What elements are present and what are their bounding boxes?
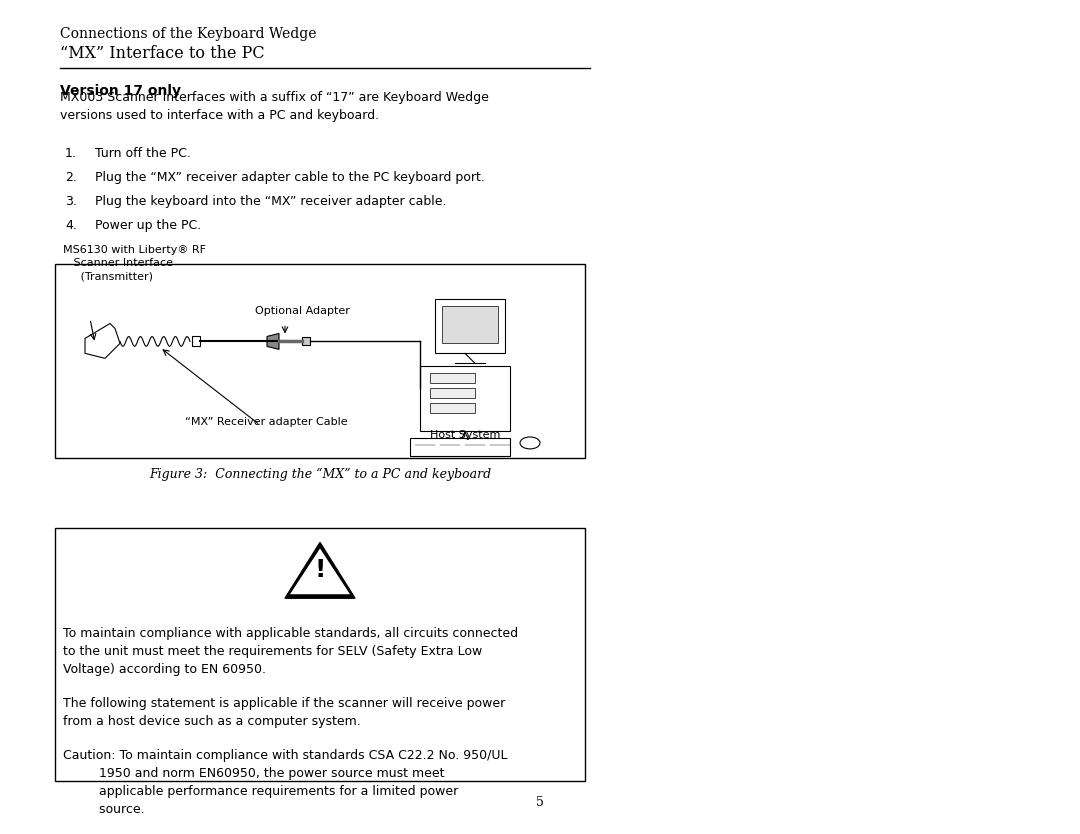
Text: Plug the “MX” receiver adapter cable to the PC keyboard port.: Plug the “MX” receiver adapter cable to … bbox=[95, 171, 485, 184]
Text: Caution: To maintain compliance with standards CSA C22.2 No. 950/UL
         195: Caution: To maintain compliance with sta… bbox=[63, 749, 508, 816]
Text: “MX” Interface to the PC: “MX” Interface to the PC bbox=[60, 45, 265, 62]
Text: !: ! bbox=[314, 558, 326, 582]
Ellipse shape bbox=[519, 437, 540, 449]
Text: Version 17 only: Version 17 only bbox=[60, 83, 181, 98]
Text: “MX” Receiver adapter Cable: “MX” Receiver adapter Cable bbox=[185, 417, 348, 427]
Text: To maintain compliance with applicable standards, all circuits connected
to the : To maintain compliance with applicable s… bbox=[63, 627, 518, 676]
Text: 4.: 4. bbox=[65, 219, 77, 232]
Text: Plug the keyboard into the “MX” receiver adapter cable.: Plug the keyboard into the “MX” receiver… bbox=[95, 195, 446, 208]
Text: 5: 5 bbox=[536, 796, 544, 809]
Text: 1.: 1. bbox=[65, 148, 77, 160]
Text: MS6130 with Liberty® RF
   Scanner Interface
     (Transmitter): MS6130 with Liberty® RF Scanner Interfac… bbox=[63, 245, 206, 282]
Text: Power up the PC.: Power up the PC. bbox=[95, 219, 201, 232]
Text: 3.: 3. bbox=[65, 195, 77, 208]
Bar bbox=[430, 388, 475, 398]
Bar bbox=[420, 366, 510, 431]
Polygon shape bbox=[285, 542, 355, 598]
Bar bbox=[192, 336, 200, 346]
Bar bbox=[435, 299, 505, 354]
Text: MX003 Scanner Interfaces with a suffix of “17” are Keyboard Wedge
versions used : MX003 Scanner Interfaces with a suffix o… bbox=[60, 92, 489, 123]
Polygon shape bbox=[267, 334, 279, 349]
Bar bbox=[55, 264, 585, 458]
Bar bbox=[302, 338, 310, 345]
Text: 2.: 2. bbox=[65, 171, 77, 184]
Bar bbox=[410, 438, 510, 456]
Text: Host System: Host System bbox=[430, 430, 500, 440]
Text: Connections of the Keyboard Wedge: Connections of the Keyboard Wedge bbox=[60, 27, 316, 41]
Polygon shape bbox=[291, 549, 350, 595]
Text: Optional Adapter: Optional Adapter bbox=[255, 305, 350, 315]
Bar bbox=[430, 403, 475, 413]
Text: The following statement is applicable if the scanner will receive power
from a h: The following statement is applicable if… bbox=[63, 696, 505, 728]
Text: Turn off the PC.: Turn off the PC. bbox=[95, 148, 191, 160]
Bar bbox=[442, 305, 498, 344]
Bar bbox=[430, 374, 475, 383]
Text: Figure 3:  Connecting the “MX” to a PC and keyboard: Figure 3: Connecting the “MX” to a PC an… bbox=[149, 468, 491, 480]
Bar bbox=[55, 528, 585, 781]
